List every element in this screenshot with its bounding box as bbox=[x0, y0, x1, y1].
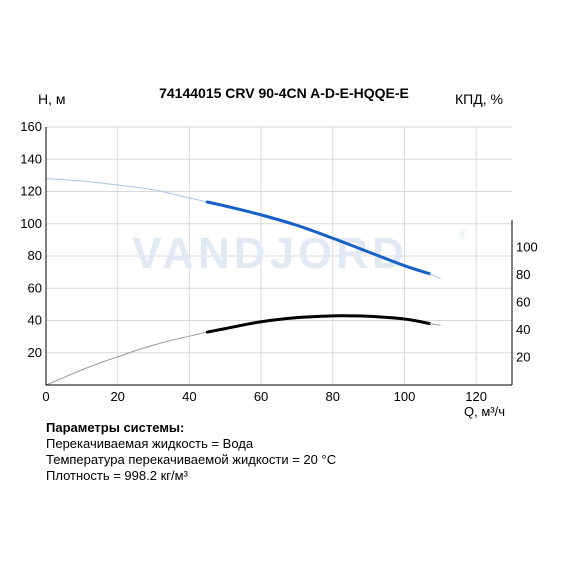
watermark-registered-mark: ® bbox=[458, 227, 467, 241]
head-curve-thin-segment bbox=[45, 178, 208, 203]
y-left-tick-label: 120 bbox=[20, 184, 42, 199]
y-right-tick-label: 40 bbox=[516, 322, 530, 337]
efficiency-curve-thin-segment bbox=[429, 323, 441, 326]
y-left-tick-label: 160 bbox=[20, 119, 42, 134]
x-tick-label: 120 bbox=[465, 389, 487, 404]
y-left-tick-label: 80 bbox=[28, 248, 42, 263]
y-right-tick-label: 20 bbox=[516, 350, 530, 365]
head-curve-thin-segment bbox=[429, 273, 441, 280]
x-tick-label: 60 bbox=[254, 389, 268, 404]
chart-title: 74144015 CRV 90-4CN A-D-E-HQQE-E bbox=[159, 85, 409, 101]
x-tick-label: 40 bbox=[182, 389, 196, 404]
y-left-tick-label: 100 bbox=[20, 216, 42, 231]
system-parameters-title: Параметры системы: bbox=[46, 420, 185, 435]
axes bbox=[45, 127, 513, 386]
y-left-tick-label: 40 bbox=[28, 313, 42, 328]
y-left-tick-label: 140 bbox=[20, 151, 42, 166]
x-tick-label: 80 bbox=[326, 389, 340, 404]
parameter-temperature: Температура перекачиваемой жидкости = 20… bbox=[46, 452, 337, 467]
parameter-density: Плотность = 998.2 кг/м³ bbox=[46, 468, 188, 483]
system-parameters: Параметры системы: Перекачиваемая жидкос… bbox=[46, 420, 336, 484]
x-tick-label: 100 bbox=[394, 389, 416, 404]
y-right-tick-label: 80 bbox=[516, 267, 530, 282]
x-tick-label: 0 bbox=[42, 389, 49, 404]
watermark: VANDJORD bbox=[132, 229, 408, 278]
efficiency-curve-thin-segment bbox=[45, 331, 208, 386]
y-right-tick-label: 100 bbox=[516, 240, 538, 255]
x-tick-label: 20 bbox=[110, 389, 124, 404]
parameter-liquid: Перекачиваемая жидкость = Вода bbox=[46, 436, 254, 451]
head-curve-thick-segment bbox=[205, 200, 432, 276]
grid bbox=[46, 126, 512, 385]
x-axis-label: Q, м³/ч bbox=[464, 404, 505, 419]
y-left-tick-label: 60 bbox=[28, 280, 42, 295]
tick-labels: 0 20 40 60 80 100 120 20 40 60 80 100 120 140 160 20 40 6… bbox=[20, 119, 537, 404]
series-layer bbox=[45, 178, 441, 386]
y-axis-left-label: H, м bbox=[38, 91, 66, 107]
y-right-tick-label: 60 bbox=[516, 295, 530, 310]
y-left-tick-label: 20 bbox=[28, 345, 42, 360]
y-axis-right-label: КПД, % bbox=[455, 91, 503, 107]
efficiency-curve-thick-segment bbox=[205, 314, 432, 334]
